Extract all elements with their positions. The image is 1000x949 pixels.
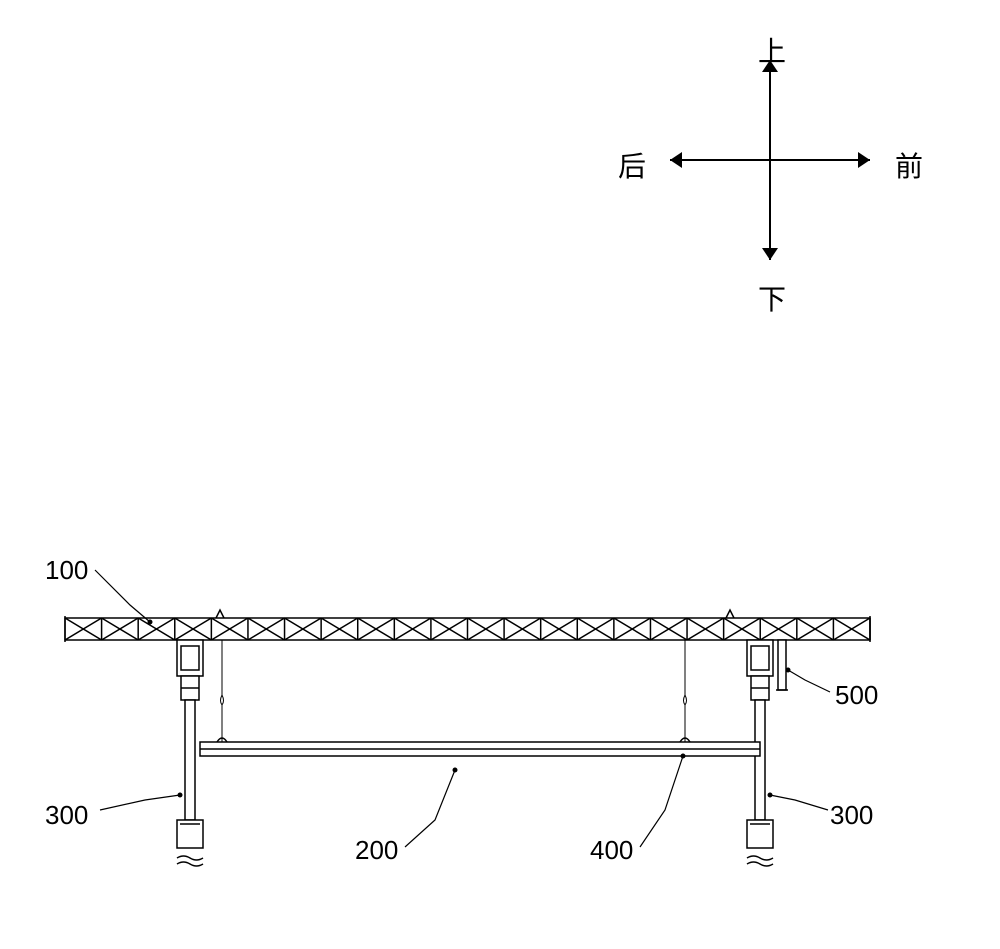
ref-100: 100 (45, 555, 88, 586)
leader-lines (95, 570, 830, 847)
ref-500: 500 (835, 680, 878, 711)
crossbeam (200, 738, 760, 756)
compass-label-up: 上 (758, 30, 786, 70)
ref-200: 200 (355, 835, 398, 866)
compass-label-left: 后 (618, 145, 646, 185)
cable-drops (221, 640, 687, 742)
ref-300: 300 (45, 800, 88, 831)
ref-300: 300 (830, 800, 873, 831)
compass-label-right: 前 (895, 145, 923, 185)
ref-400: 400 (590, 835, 633, 866)
compass (670, 60, 870, 260)
compass-label-down: 下 (758, 278, 786, 318)
canvas: 上 下 后 前 100 500 300 300 200 400 (0, 0, 1000, 949)
hanger-500 (776, 640, 788, 690)
truss (65, 610, 870, 642)
